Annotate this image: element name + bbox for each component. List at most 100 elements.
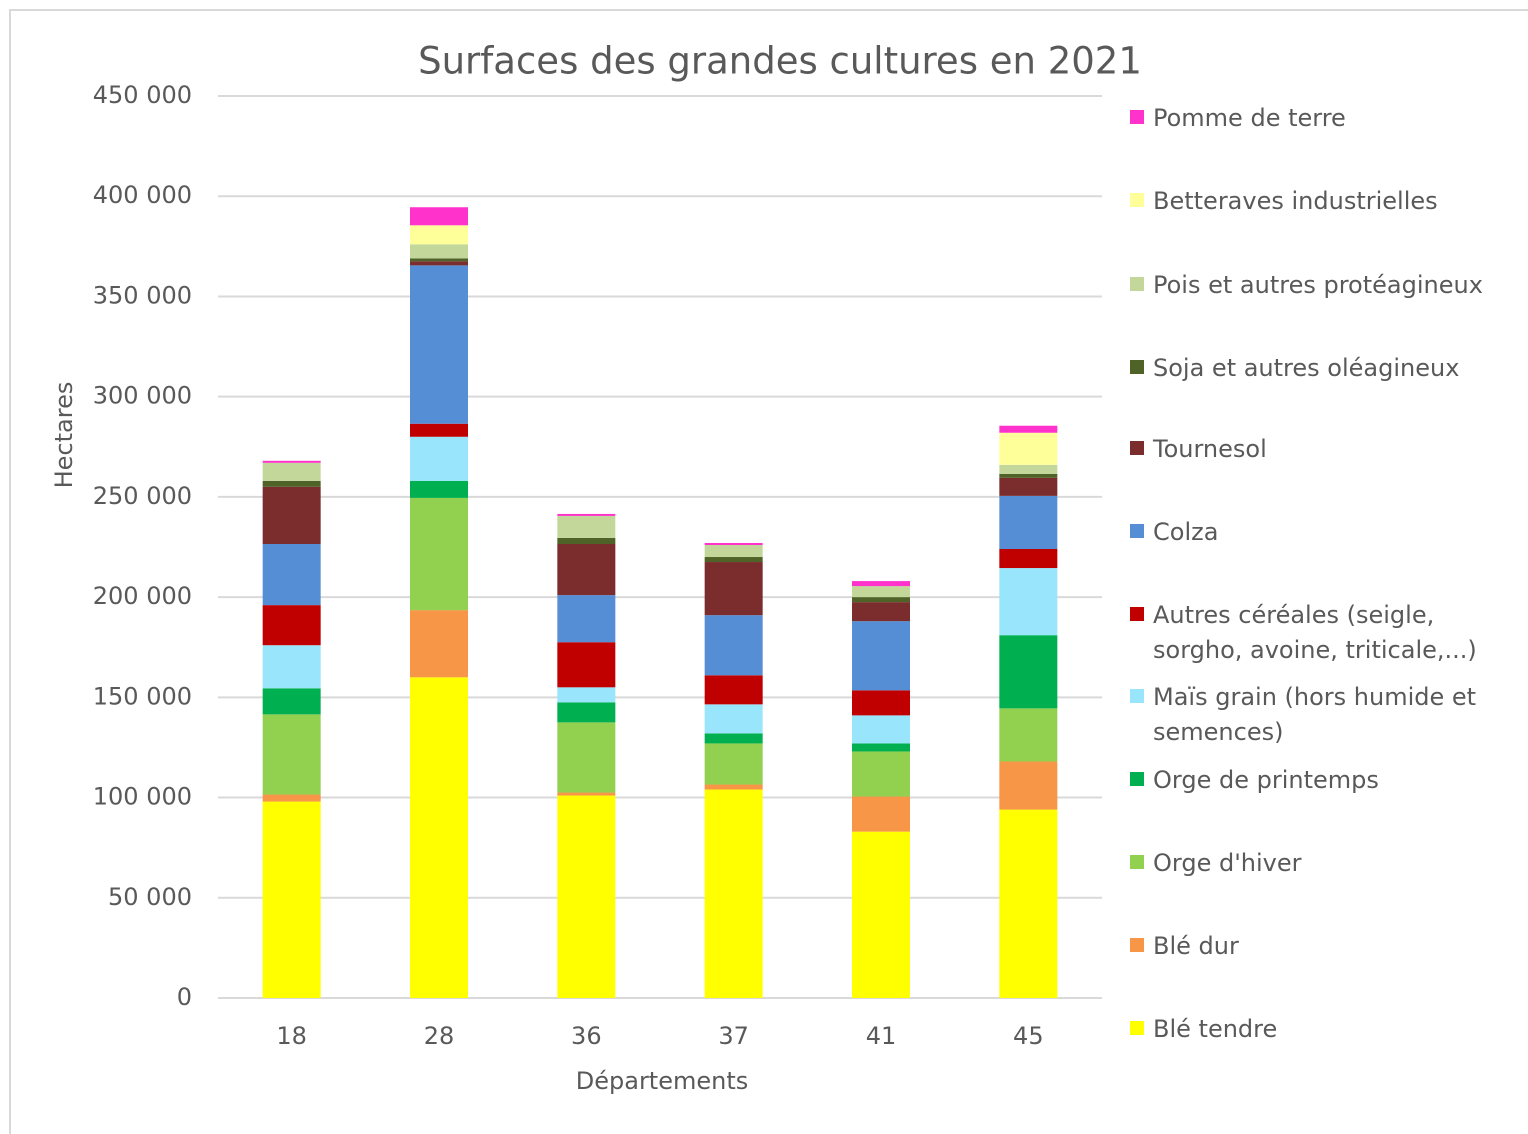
bar-segment	[410, 225, 468, 245]
chart-border	[9, 9, 1528, 1134]
bar-segment	[557, 515, 616, 538]
bar-segment	[999, 473, 1058, 478]
bar-segment	[999, 477, 1058, 496]
bar-segment	[262, 645, 321, 689]
bar-segment	[852, 751, 910, 797]
bar-segment	[704, 557, 763, 563]
bar-segment	[410, 265, 468, 424]
legend-label: Soja et autres oléagineux	[1153, 354, 1460, 382]
bar-segment	[410, 497, 468, 611]
bar-segment	[262, 801, 321, 998]
bar-segment	[410, 436, 468, 481]
legend-label: Blé dur	[1153, 932, 1239, 960]
legend-label: Autres céréales (seigle, sorgho, avoine,…	[1153, 601, 1477, 664]
bar-segment	[852, 621, 910, 691]
y-tick-label: 350 000	[93, 281, 192, 309]
bar-segment	[852, 597, 910, 603]
bar-segment	[999, 425, 1058, 433]
bar-segment	[852, 690, 910, 716]
bar-segment	[557, 687, 616, 703]
bar-segment	[704, 743, 763, 785]
legend-label: Betteraves industrielles	[1153, 187, 1438, 215]
legend-label: Colza	[1153, 518, 1219, 546]
bar-segment	[704, 562, 763, 616]
x-tick-label: 36	[571, 1022, 602, 1050]
bar-segment	[999, 464, 1058, 474]
bar-segment	[410, 207, 468, 226]
legend-swatch	[1130, 441, 1144, 455]
legend-item: Betteraves industrielles	[1130, 184, 1525, 219]
bar-segment	[262, 794, 321, 802]
bar-segment	[410, 610, 468, 678]
y-tick-label: 150 000	[93, 682, 192, 710]
y-tick-label: 50 000	[108, 883, 192, 911]
bar-segment	[557, 795, 616, 998]
legend-item: Maïs grain (hors humide et semences)	[1130, 680, 1525, 750]
bar-segment	[704, 542, 763, 545]
bar-segment	[852, 743, 910, 752]
bar-segment	[704, 544, 763, 558]
bar-segment	[852, 602, 910, 622]
bar-segment	[999, 495, 1058, 550]
y-tick-label: 250 000	[93, 482, 192, 510]
bar-segment	[999, 568, 1058, 636]
bar-segment	[410, 677, 468, 998]
y-tick-label: 400 000	[93, 181, 192, 209]
bar-segment	[262, 480, 321, 487]
x-tick-label: 41	[866, 1022, 897, 1050]
bar-segment	[852, 715, 910, 744]
legend-label: Orge d'hiver	[1153, 849, 1302, 877]
bar-segment	[704, 784, 763, 790]
legend-label: Orge de printemps	[1153, 766, 1379, 794]
bar-segment	[704, 704, 763, 734]
legend-label: Pois et autres protéagineux	[1153, 271, 1483, 299]
bar-segment	[262, 605, 321, 646]
legend-item: Orge de printemps	[1130, 763, 1525, 798]
bar-segment	[999, 761, 1058, 810]
legend-item: Orge d'hiver	[1130, 846, 1525, 881]
legend-label: Tournesol	[1153, 435, 1267, 463]
bar-segment	[852, 586, 910, 598]
chart-title: Surfaces des grandes cultures en 2021	[418, 40, 1142, 83]
bar-segment	[262, 486, 321, 544]
y-tick-label: 100 000	[93, 783, 192, 811]
bar-segment	[704, 675, 763, 705]
bar-segment	[557, 702, 616, 723]
bar-segment	[999, 635, 1058, 709]
bar-segment	[999, 708, 1058, 762]
bar-segment	[557, 722, 616, 793]
legend-swatch	[1130, 689, 1144, 703]
legend-item: Blé dur	[1130, 929, 1525, 964]
bar-segment	[410, 244, 468, 259]
bar-segment	[262, 543, 321, 606]
legend-item: Tournesol	[1130, 432, 1525, 467]
bar-segment	[557, 513, 616, 516]
y-tick-label: 0	[177, 983, 192, 1011]
bar-segment	[852, 581, 910, 587]
bar-segment	[704, 615, 763, 676]
bar-segment	[262, 714, 321, 795]
bar-segment	[999, 432, 1058, 465]
bar-segment	[262, 460, 321, 463]
bar-segment	[557, 642, 616, 688]
bar-segment	[999, 809, 1058, 998]
legend-swatch	[1130, 607, 1144, 621]
legend-swatch	[1130, 855, 1144, 869]
x-tick-label: 37	[718, 1022, 749, 1050]
y-tick-label: 450 000	[93, 81, 192, 109]
legend-swatch	[1130, 277, 1144, 291]
x-tick-label: 28	[424, 1022, 455, 1050]
y-tick-label: 300 000	[93, 382, 192, 410]
bar-segment	[704, 789, 763, 998]
bar-segment	[999, 549, 1058, 569]
x-tick-label: 18	[276, 1022, 307, 1050]
bar-segment	[410, 423, 468, 437]
bar-segment	[410, 258, 468, 262]
bar-segment	[557, 537, 616, 544]
y-tick-label: 200 000	[93, 582, 192, 610]
bar-segment	[557, 595, 616, 643]
legend-label: Blé tendre	[1153, 1015, 1278, 1043]
legend-item: Pomme de terre	[1130, 101, 1525, 136]
